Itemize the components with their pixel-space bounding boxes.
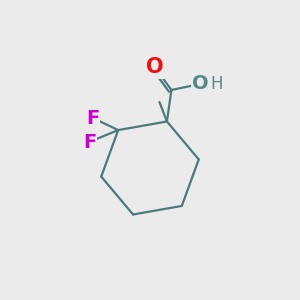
Text: H: H [210,75,223,93]
Text: O: O [192,74,208,94]
Text: F: F [86,109,99,128]
Text: F: F [83,133,96,152]
Text: O: O [146,58,164,77]
